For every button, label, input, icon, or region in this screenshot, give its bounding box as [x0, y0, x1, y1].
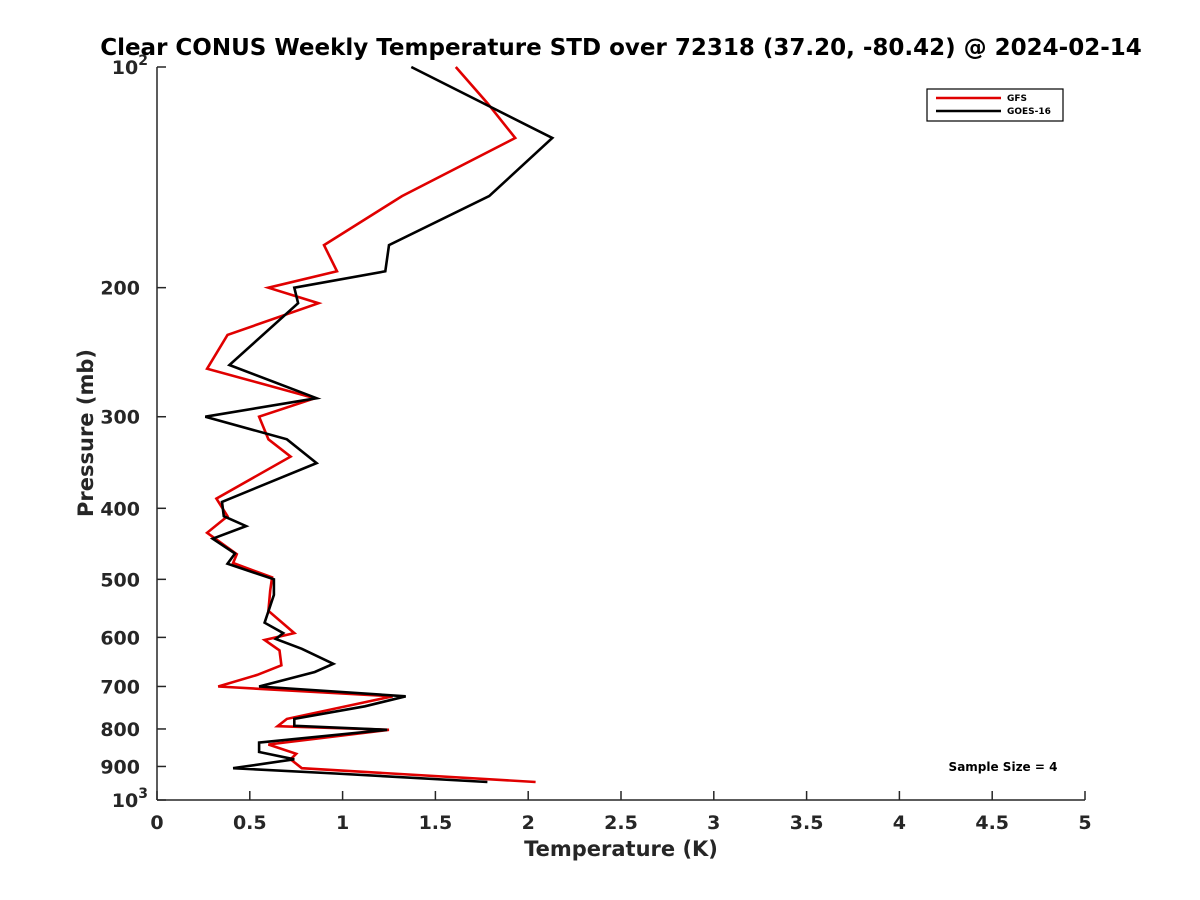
y-tick-label: 700: [100, 676, 140, 698]
y-tick-label: 103: [112, 786, 148, 812]
x-tick-label: 0: [150, 812, 163, 834]
x-tick-label: 3.5: [790, 812, 824, 834]
plot-series: [204, 65, 555, 784]
series-line-0: [204, 66, 536, 784]
y-tick-label: 600: [100, 627, 140, 649]
chart-title: Clear CONUS Weekly Temperature STD over …: [100, 35, 1142, 61]
x-axis-label: Temperature (K): [524, 837, 718, 861]
y-tick-label: 300: [100, 407, 140, 429]
sample-size-annotation: Sample Size = 4: [949, 760, 1058, 774]
x-tick-label: 2: [522, 812, 535, 834]
y-axis-label: Pressure (mb): [74, 349, 98, 517]
x-tick-label: 0.5: [233, 812, 267, 834]
legend-items: GFS GOES-16: [936, 94, 1051, 117]
y-tick-label: 200: [100, 278, 140, 300]
y-tick-label: 500: [100, 569, 140, 591]
y-axis-ticks: 102 200 300 400 500 600 700 800 900 103: [100, 53, 166, 812]
legend-label-1: GOES-16: [1007, 107, 1051, 117]
x-tick-label: 1.5: [419, 812, 453, 834]
legend-box: [926, 88, 1064, 122]
x-tick-label: 4: [893, 812, 906, 834]
legend-label-0: GFS: [1007, 94, 1027, 104]
series-line-1: [204, 65, 555, 784]
x-tick-label: 3: [707, 812, 720, 834]
y-tick-label: 800: [100, 719, 140, 741]
x-axis-ticks: 0 0.5 1 1.5 2 2.5 3 3.5 4 4.5 5: [150, 791, 1092, 834]
x-tick-label: 4.5: [975, 812, 1009, 834]
x-tick-label: 2.5: [604, 812, 638, 834]
x-tick-label: 1: [336, 812, 349, 834]
y-tick-label: 102: [112, 53, 148, 79]
y-tick-label: 400: [100, 498, 140, 520]
legend: GFS GOES-16: [926, 88, 1064, 122]
y-tick-label: 900: [100, 756, 140, 778]
x-tick-label: 5: [1078, 812, 1091, 834]
